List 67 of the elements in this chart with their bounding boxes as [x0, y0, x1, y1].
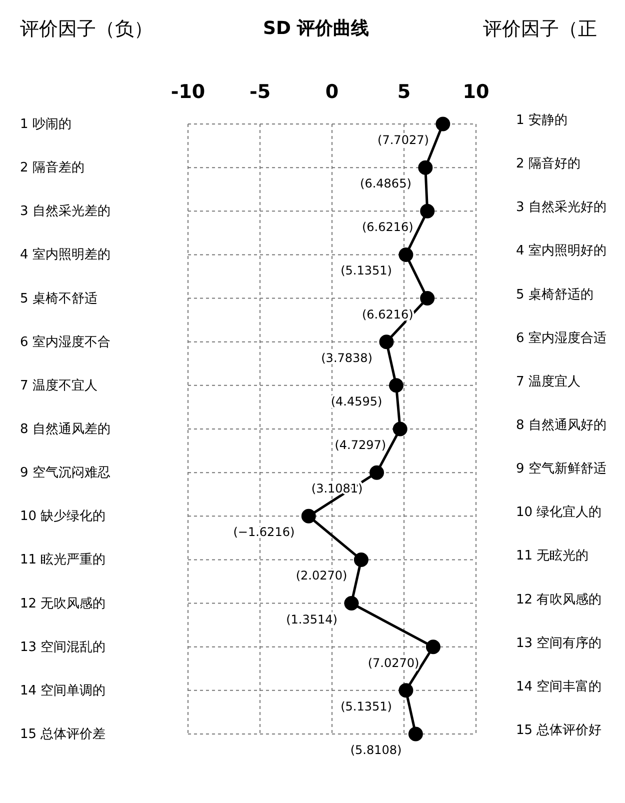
y2-tick-label: 12 有吹风感的 [516, 592, 602, 608]
x-tick-label: -10 [170, 81, 206, 103]
y2-tick-label: 4 室内照明好的 [516, 242, 606, 259]
y-tick-label: 11 眩光严重的 [20, 552, 106, 568]
point [379, 334, 394, 350]
y-axis-title: 评价因子（负） [20, 17, 153, 42]
data-label: (−1.6216) [233, 525, 295, 540]
y-tick-label: 2 隔音差的 [20, 160, 84, 176]
y-tick-label: 7 温度不宜人 [20, 377, 98, 394]
y-tick-label: 1 吵闹的 [20, 117, 72, 132]
y-tick-label: 6 室内湿度不合 [20, 334, 110, 350]
point [392, 422, 408, 436]
data-label: (6.4865) [360, 176, 412, 191]
data-label: (5.8108) [350, 743, 402, 757]
y-tick-label: 14 空间单调的 [20, 683, 106, 698]
y2-tick-label: 5 桌椅舒适的 [516, 287, 594, 302]
data-label: (6.6216) [362, 220, 414, 234]
y2-tick-label: 2 隔音好的 [516, 156, 580, 172]
y2-tick-label: 10 绿化宜人的 [516, 504, 602, 520]
y2-tick-label: 11 无眩光的 [516, 548, 589, 564]
point [420, 291, 435, 306]
data-label: (2.0270) [296, 568, 348, 583]
y2-tick-label: 9 空气新鲜舒适 [516, 462, 606, 477]
x-tick-label: 10 [462, 81, 490, 103]
point [370, 465, 384, 480]
data-label: (5.1351) [340, 699, 392, 714]
point [354, 552, 368, 567]
point [301, 508, 316, 524]
data-label: (1.3514) [286, 612, 338, 626]
y2-tick-label: 8 自然通风好的 [516, 418, 606, 433]
data-label: (3.7838) [321, 350, 372, 365]
y-tick-label: 4 室内照明差的 [20, 246, 110, 263]
y2-tick-label: 13 空间有序的 [516, 634, 602, 651]
y2-tick-label: 14 空间丰富的 [516, 678, 602, 694]
y-tick-label: 5 桌椅不舒适 [20, 291, 98, 306]
x-tick-label: -5 [249, 81, 271, 103]
point [420, 204, 435, 218]
data-label: (7.0270) [368, 656, 420, 670]
point [398, 247, 414, 262]
data-label: (5.1351) [340, 264, 392, 278]
point [426, 640, 440, 654]
y2-tick-label: 3 自然采光好的 [516, 200, 606, 216]
y2-tick-label: 7 温度宜人 [516, 373, 580, 390]
y2-tick-label: 15 总体评价好 [516, 723, 602, 738]
x-tick-label: 0 [325, 81, 339, 103]
y2-tick-label: 1 安静的 [516, 112, 568, 128]
data-label: (6.6216) [362, 307, 414, 322]
y-tick-label: 8 自然通风差的 [20, 422, 110, 437]
y-tick-label: 12 无吹风感的 [20, 596, 106, 612]
point [388, 378, 404, 393]
point [408, 726, 423, 742]
y-tick-label: 3 自然采光差的 [20, 204, 110, 220]
y2-tick-label: 6 室内湿度合适 [516, 330, 606, 346]
point [344, 596, 359, 611]
chart-title: SD 评价曲线 [263, 17, 370, 40]
y-tick-label: 15 总体评价差 [20, 727, 106, 742]
y-tick-label: 13 空间混乱的 [20, 640, 106, 655]
y2-axis-title: 评价因子（正 [483, 17, 597, 42]
point [418, 160, 433, 175]
point [398, 683, 414, 698]
point [436, 116, 450, 132]
data-label: (7.7027) [378, 133, 429, 147]
data-label: (4.4595) [330, 394, 382, 408]
data-label: (4.7297) [334, 438, 386, 452]
y-tick-label: 9 空气沉闷难忍 [20, 466, 110, 481]
x-tick-label: 5 [397, 81, 411, 103]
y-tick-label: 10 缺少绿化的 [20, 509, 106, 524]
